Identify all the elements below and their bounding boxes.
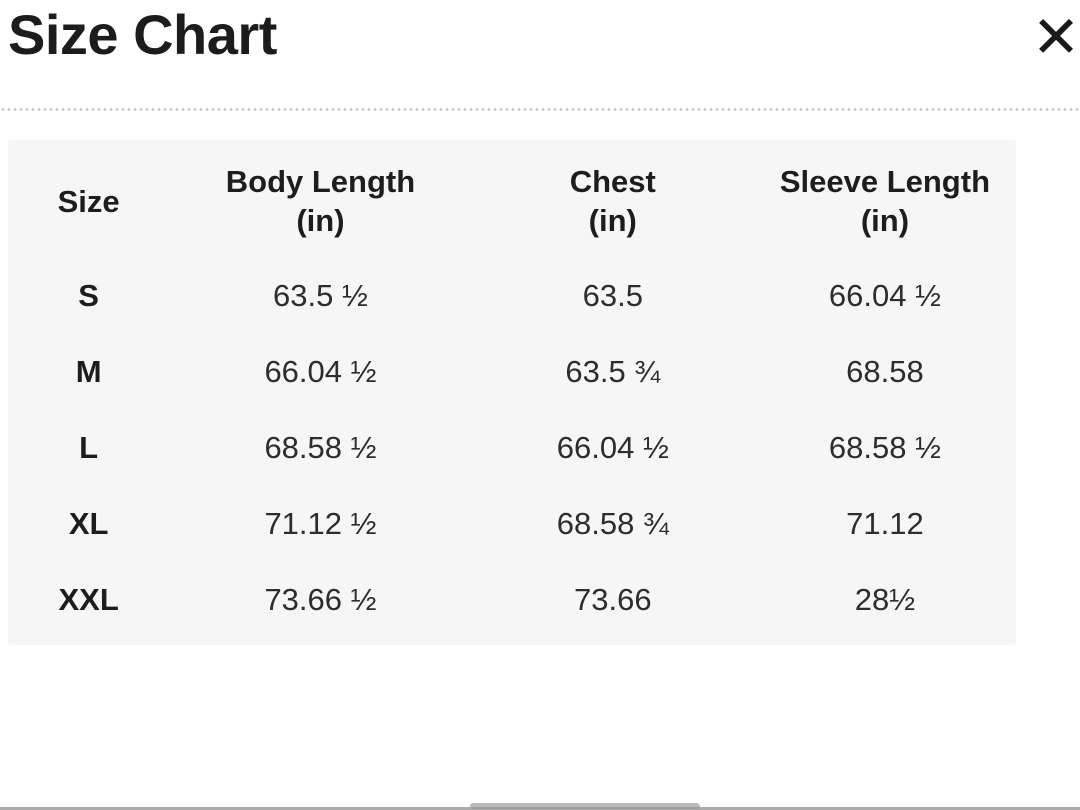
sleeve-length-cell: 28½ bbox=[854, 582, 916, 617]
column-header-unit: (in) bbox=[296, 203, 345, 238]
chest-cell: 63.5 bbox=[582, 278, 643, 313]
column-header-label: Sleeve Length bbox=[779, 164, 991, 200]
size-cell: L bbox=[79, 430, 99, 465]
column-header-unit: (in) bbox=[588, 203, 637, 238]
sleeve-length-cell: 66.04 ½ bbox=[828, 278, 941, 313]
close-button[interactable]: ✕ bbox=[1014, 0, 1080, 80]
table-row: XL 71.12 ½ 68.58 ¾ 71.12 bbox=[8, 486, 1016, 562]
column-header-label: Size bbox=[57, 183, 120, 219]
bottom-partial-element bbox=[470, 803, 700, 809]
size-cell: XXL bbox=[58, 582, 119, 617]
column-header-chest: Chest (in) bbox=[472, 146, 754, 258]
table-row: XXL 73.66 ½ 73.66 28½ bbox=[8, 562, 1016, 638]
column-header-label: Chest bbox=[569, 164, 656, 200]
column-header-size: Size bbox=[8, 146, 169, 258]
size-cell: M bbox=[75, 354, 102, 389]
chest-cell: 63.5 ¾ bbox=[565, 354, 661, 389]
modal-title: Size Chart bbox=[8, 3, 277, 66]
body-length-cell: 66.04 ½ bbox=[264, 354, 377, 389]
body-length-cell: 71.12 ½ bbox=[264, 506, 377, 541]
sleeve-length-cell: 68.58 bbox=[846, 354, 924, 389]
close-icon: ✕ bbox=[1031, 5, 1080, 70]
table-row: S 63.5 ½ 63.5 66.04 ½ bbox=[8, 258, 1016, 334]
column-header-unit: (in) bbox=[860, 203, 910, 238]
size-cell: XL bbox=[68, 506, 109, 541]
size-cell: S bbox=[78, 278, 99, 313]
table-row: M 66.04 ½ 63.5 ¾ 68.58 bbox=[8, 334, 1016, 410]
size-chart-table: Size Body Length (in) Chest (in) Sleeve … bbox=[8, 140, 1016, 645]
column-header-label: Body Length bbox=[225, 164, 416, 200]
body-length-cell: 63.5 ½ bbox=[273, 278, 368, 313]
body-length-cell: 73.66 ½ bbox=[264, 582, 377, 617]
column-header-body-length: Body Length (in) bbox=[169, 146, 471, 258]
chest-cell: 73.66 bbox=[573, 582, 652, 617]
chest-cell: 68.58 ¾ bbox=[556, 506, 669, 541]
column-header-sleeve-length: Sleeve Length (in) bbox=[754, 146, 1016, 258]
sleeve-length-cell: 68.58 ½ bbox=[828, 430, 941, 465]
sleeve-length-cell: 71.12 bbox=[846, 506, 924, 541]
dotted-divider bbox=[0, 107, 1080, 112]
table-row: L 68.58 ½ 66.04 ½ 68.58 ½ bbox=[8, 410, 1016, 486]
table-header-row: Size Body Length (in) Chest (in) Sleeve … bbox=[8, 146, 1016, 258]
body-length-cell: 68.58 ½ bbox=[264, 430, 377, 465]
chest-cell: 66.04 ½ bbox=[556, 430, 669, 465]
